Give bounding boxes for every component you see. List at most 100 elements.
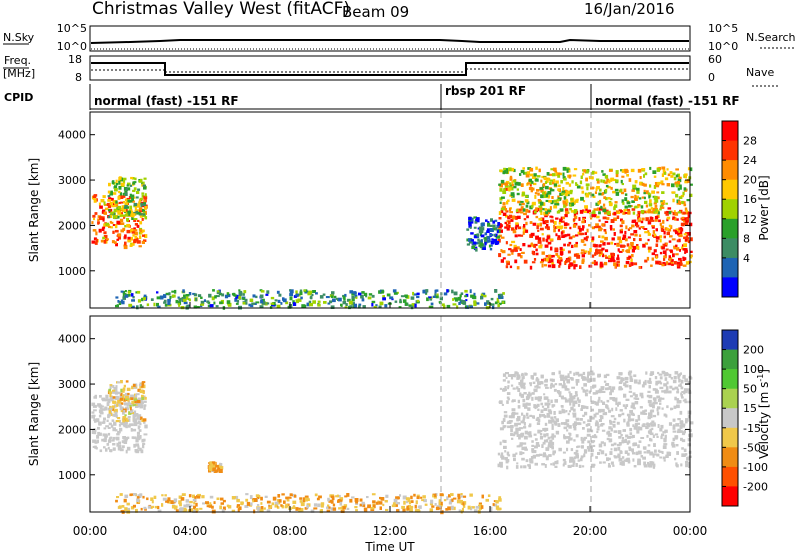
data-cell: [647, 399, 652, 404]
data-cell: [154, 505, 158, 509]
data-cell: [528, 393, 532, 397]
data-cell: [353, 291, 357, 295]
data-cell: [534, 438, 538, 441]
data-cell: [122, 445, 125, 449]
data-cell: [133, 227, 136, 230]
data-cell: [142, 181, 145, 186]
data-cell: [129, 184, 133, 187]
data-cell: [119, 192, 122, 196]
data-cell: [631, 200, 635, 203]
data-cell: [591, 238, 594, 243]
data-cell: [509, 243, 513, 247]
data-cell: [317, 300, 321, 303]
data-cell: [673, 375, 677, 380]
data-cell: [643, 412, 648, 415]
data-cell: [666, 405, 669, 409]
data-cell: [141, 381, 145, 386]
data-cell: [637, 213, 641, 217]
data-cell: [601, 408, 605, 413]
data-cell: [649, 412, 653, 416]
data-cell: [168, 501, 172, 504]
data-cell: [531, 444, 534, 447]
data-cell: [585, 235, 589, 239]
data-cell: [678, 378, 681, 383]
data-cell: [384, 304, 388, 308]
colorbar-tick-label: 4: [743, 252, 750, 265]
data-cell: [260, 290, 265, 293]
data-cell: [260, 299, 264, 304]
data-cell: [429, 305, 434, 308]
data-cell: [438, 301, 442, 304]
data-cell: [474, 220, 478, 224]
data-cell: [502, 301, 505, 304]
data-cell: [438, 504, 443, 507]
data-cell: [643, 189, 646, 193]
data-cell: [569, 437, 573, 441]
data-cell: [641, 424, 646, 428]
data-cell: [393, 292, 398, 295]
data-cell: [640, 395, 644, 399]
data-cell: [537, 418, 541, 422]
data-cell: [293, 302, 297, 306]
data-cell: [681, 224, 685, 227]
data-cell: [124, 507, 128, 512]
data-cell: [604, 453, 608, 457]
data-cell: [124, 202, 129, 206]
data-cell: [590, 449, 594, 453]
data-cell: [379, 301, 384, 306]
data-cell: [300, 502, 305, 507]
data-cell: [522, 417, 526, 421]
data-cell: [475, 235, 480, 238]
data-cell: [662, 219, 665, 224]
data-cell: [213, 501, 216, 504]
data-cell: [504, 187, 508, 191]
data-cell: [656, 168, 660, 172]
data-cell: [208, 293, 212, 298]
data-cell: [143, 202, 146, 205]
data-cell: [260, 502, 263, 505]
data-cell: [124, 414, 127, 417]
data-cell: [110, 211, 114, 215]
data-cell: [536, 175, 541, 178]
data-cell: [541, 175, 545, 179]
data-cell: [550, 168, 554, 171]
data-cell: [457, 296, 462, 301]
data-cell: [135, 405, 139, 408]
data-cell: [507, 374, 512, 377]
data-cell: [93, 237, 97, 241]
data-cell: [514, 234, 518, 238]
data-cell: [682, 211, 686, 215]
data-cell: [299, 291, 303, 296]
data-cell: [563, 426, 568, 430]
data-cell: [665, 454, 669, 458]
data-cell: [572, 423, 576, 426]
data-cell: [552, 173, 556, 177]
data-cell: [525, 396, 530, 401]
data-cell: [567, 412, 570, 416]
data-cell: [164, 303, 168, 307]
data-cell: [528, 210, 531, 213]
data-cell: [556, 390, 560, 394]
data-cell: [601, 253, 605, 258]
data-cell: [539, 222, 542, 227]
data-cell: [516, 246, 520, 250]
data-cell: [298, 507, 301, 511]
data-cell: [112, 192, 117, 195]
data-cell: [633, 238, 636, 242]
data-cell: [103, 438, 107, 443]
data-cell: [679, 420, 684, 424]
data-cell: [105, 241, 108, 244]
data-cell: [272, 302, 276, 306]
data-cell: [565, 198, 568, 202]
data-cell: [520, 200, 524, 203]
data-cell: [132, 383, 136, 387]
data-cell: [687, 443, 691, 447]
data-cell: [608, 438, 612, 443]
data-cell: [573, 372, 576, 376]
data-cell: [670, 249, 673, 253]
data-cell: [583, 378, 587, 381]
data-cell: [562, 458, 566, 462]
data-cell: [651, 225, 655, 228]
data-cell: [687, 240, 691, 244]
data-cell: [668, 257, 672, 261]
